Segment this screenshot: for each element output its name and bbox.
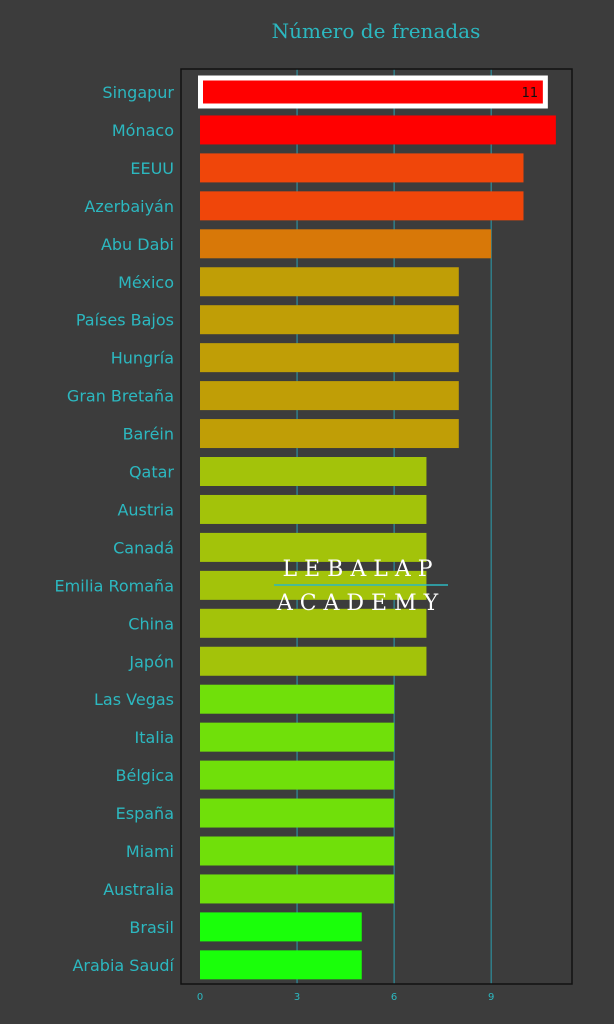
category-label: España [116,804,174,823]
category-label: México [118,273,174,292]
bar [200,874,395,904]
bar [200,457,427,486]
bar [200,494,427,524]
data-label: 11 [522,86,539,101]
category-label: Bélgica [116,766,174,785]
bar [200,722,395,752]
category-label: EEUU [130,159,174,178]
category-label: Qatar [129,463,174,482]
x-tick-label: 3 [294,992,300,1003]
bar [200,798,395,828]
category-label: Emilia Romaña [55,576,174,595]
bar [200,950,362,980]
category-label: Brasil [129,918,174,937]
bar [200,343,459,373]
x-tick-label: 0 [197,992,203,1003]
bar [200,381,459,411]
watermark: LEBALAP ACADEMY [274,557,448,616]
bar [200,532,427,562]
category-label: Japón [128,652,174,671]
bar [200,115,556,145]
bar [200,912,362,942]
bar [200,419,459,449]
category-label: Azerbaiyán [84,197,174,216]
category-label: Las Vegas [94,690,174,709]
category-label: Canadá [113,538,174,557]
category-label: Australia [103,880,174,899]
bar [200,153,524,183]
plot-border [180,68,573,985]
x-axis-ticks: 0 3 6 9 [197,992,495,1003]
bar [203,80,543,104]
category-label: Hungría [111,349,174,368]
category-label: Arabia Saudí [72,956,174,975]
category-label: Italia [135,728,175,747]
category-label: Gran Bretaña [67,387,174,406]
grid-layer [296,69,492,984]
category-label: Singapur [102,83,174,102]
category-label: China [128,614,174,633]
chart-title: Número de frenadas [272,19,481,43]
category-label: Mónaco [112,121,174,140]
watermark-line-1: LEBALAP [282,557,439,582]
x-tick-label: 6 [391,992,397,1003]
bar [200,305,459,335]
bar [200,760,395,790]
bar [200,646,427,676]
bar [200,836,395,866]
bar [200,608,427,638]
category-label: Países Bajos [76,311,174,330]
category-label: Austria [117,500,174,519]
watermark-line-2: ACADEMY [276,591,445,616]
bar [200,684,395,714]
bar [200,267,459,297]
bar [200,229,492,259]
category-label: Abu Dabi [101,235,174,254]
bar [200,191,524,221]
category-labels: Singapur Mónaco EEUU Azerbaiyán Abu Dabi Méxi… [55,83,175,975]
bar-layer: 11 [198,75,556,980]
category-label: Miami [126,842,174,861]
category-label: Baréin [123,425,174,444]
x-tick-label: 9 [488,992,494,1003]
